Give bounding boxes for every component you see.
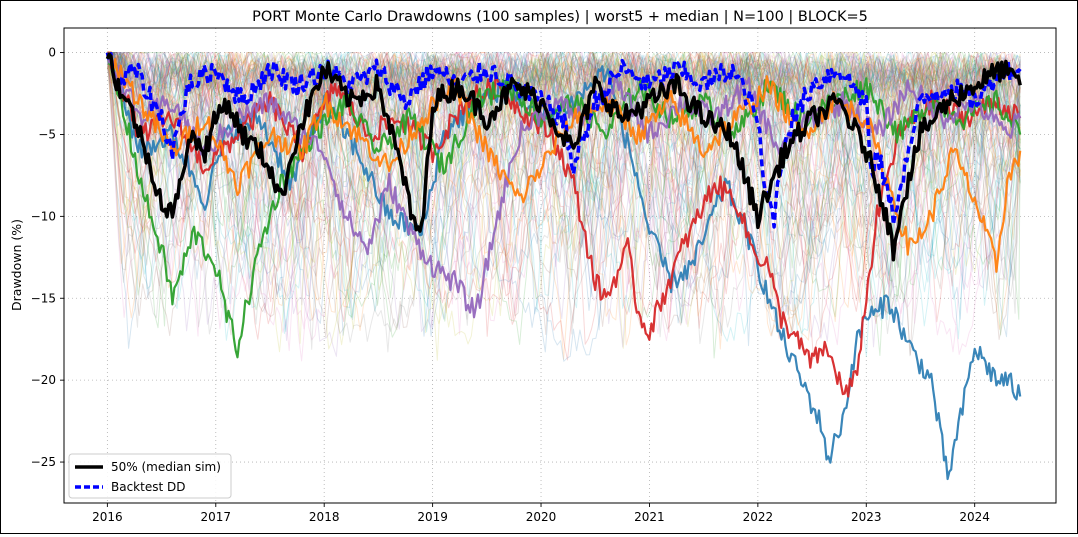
background-sample-line — [107, 52, 1021, 317]
x-tick-label: 2020 — [526, 510, 557, 524]
legend-label: 50% (median sim) — [111, 460, 221, 474]
series-line — [105, 51, 1022, 229]
highlighted-series-lines — [105, 51, 1022, 481]
background-sample-line — [106, 54, 1021, 349]
x-tick-label: 2017 — [201, 510, 232, 524]
legend-box — [68, 453, 232, 499]
background-sample-line — [106, 52, 1021, 318]
legend: 50% (median sim) Backtest DD — [68, 453, 232, 499]
x-tick-label: 2021 — [634, 510, 665, 524]
axis-ticks: 2016 2017 2018 2019 2020 2021 2022 2023 2024 0 −5 −… — [31, 46, 990, 524]
background-sample-line — [107, 52, 1021, 273]
series-line — [105, 52, 1022, 262]
legend-label: Backtest DD — [111, 480, 185, 494]
x-tick-label: 2024 — [959, 510, 990, 524]
background-sample-line — [106, 52, 1021, 322]
background-sample-line — [106, 52, 1021, 339]
background-sample-line — [107, 52, 1021, 337]
series-line — [106, 55, 1022, 319]
background-sample-line — [106, 52, 1021, 325]
background-sample-line — [106, 52, 1021, 332]
background-sample-line — [107, 52, 1021, 329]
background-sample-line — [107, 52, 1021, 314]
background-sample-line — [106, 52, 1021, 317]
background-sample-line — [107, 52, 1021, 361]
series-line — [107, 51, 1022, 398]
background-sample-line — [106, 52, 1021, 334]
background-sample-line — [106, 52, 1021, 348]
background-sample-line — [107, 52, 1021, 357]
background-sample-line — [106, 52, 1021, 345]
y-tick-label: −20 — [31, 373, 56, 387]
background-sample-line — [107, 52, 1021, 361]
background-sample-line — [107, 52, 1021, 356]
background-sample-line — [106, 52, 1021, 319]
y-axis-label: Drawdown (%) — [9, 219, 24, 311]
background-sample-line — [106, 52, 1021, 334]
background-sample-line — [107, 52, 1021, 330]
background-sample-line — [106, 52, 1021, 335]
y-tick-label: 0 — [48, 46, 56, 60]
background-sample-line — [106, 52, 1021, 350]
y-tick-label: −25 — [31, 455, 56, 469]
background-sample-line — [107, 52, 1021, 341]
x-tick-label: 2019 — [417, 510, 448, 524]
background-sample-line — [106, 52, 1021, 334]
background-sample-line — [106, 52, 1021, 347]
x-tick-label: 2022 — [743, 510, 774, 524]
chart-title: PORT Monte Carlo Drawdowns (100 samples)… — [252, 9, 868, 25]
background-sample-line — [106, 52, 1021, 332]
y-tick-label: −5 — [38, 127, 56, 141]
background-sample-line — [107, 52, 1021, 357]
x-tick-label: 2023 — [851, 510, 882, 524]
background-sample-line — [107, 52, 1021, 261]
background-sample-line — [107, 52, 1021, 355]
background-sample-line — [107, 52, 1021, 342]
background-sample-line — [107, 52, 1021, 281]
background-sample-line — [106, 52, 1021, 343]
background-sample-line — [106, 52, 1021, 362]
background-sample-line — [107, 52, 1021, 305]
background-sample-line — [107, 52, 1021, 332]
y-tick-label: −15 — [31, 291, 56, 305]
y-tick-label: −10 — [31, 209, 56, 223]
background-sample-line — [106, 52, 1021, 345]
background-sample-line — [106, 52, 1021, 350]
background-sample-line — [107, 52, 1021, 353]
plot-area-border — [63, 27, 1057, 504]
x-tick-label: 2016 — [92, 510, 123, 524]
background-sample-line — [106, 52, 1021, 332]
x-tick-label: 2018 — [309, 510, 340, 524]
